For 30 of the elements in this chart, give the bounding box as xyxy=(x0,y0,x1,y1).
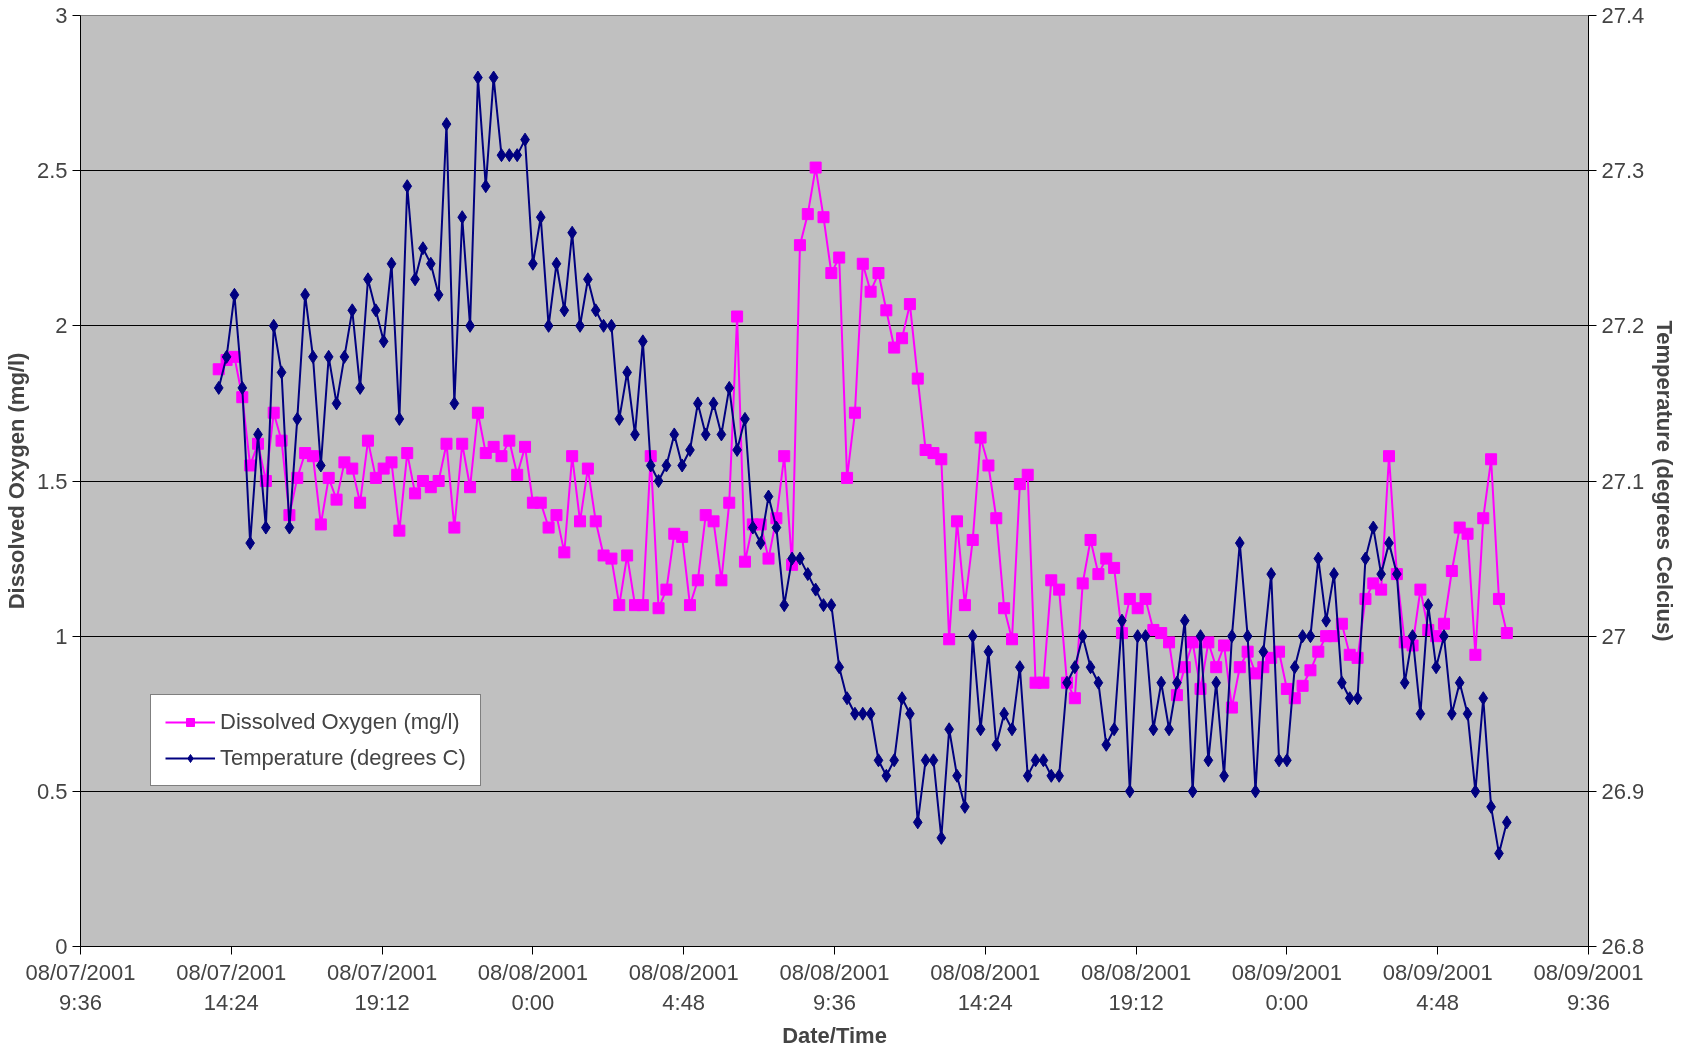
y-tick-label: 1 xyxy=(55,623,68,649)
y2-tick-label: 27.3 xyxy=(1601,158,1645,184)
y2-tick-label: 27 xyxy=(1601,623,1626,649)
y2-tick-label: 27.2 xyxy=(1601,313,1645,339)
x-axis-title: Date/Time xyxy=(782,1022,887,1048)
y-tick-label: 3 xyxy=(55,3,68,28)
y-tick-label: 2 xyxy=(55,313,68,339)
y-tick-label: 2.5 xyxy=(36,158,68,184)
legend-label: Temperature (degrees C) xyxy=(220,745,466,771)
y2-axis-title: Temperature (degrees Celcius) xyxy=(1652,320,1678,642)
x-tick-label: 08/08/2001 0:00 xyxy=(477,959,588,1015)
y-tick-label: 0 xyxy=(55,934,68,959)
x-tick-label: 08/07/2001 14:24 xyxy=(176,959,287,1015)
x-tick-label: 08/09/2001 4:48 xyxy=(1382,959,1493,1015)
y2-tick-label: 26.8 xyxy=(1601,934,1645,959)
y2-tick-label: 27.4 xyxy=(1601,3,1645,28)
y2-tick-label: 27.1 xyxy=(1601,468,1645,494)
x-tick-label: 08/07/2001 19:12 xyxy=(327,959,438,1015)
x-tick-label: 08/08/2001 14:24 xyxy=(930,959,1041,1015)
x-tick-label: 08/09/2001 9:36 xyxy=(1533,959,1644,1015)
x-tick-label: 08/08/2001 9:36 xyxy=(779,959,890,1015)
x-tick-label: 08/08/2001 4:48 xyxy=(628,959,739,1015)
x-tick-label: 08/09/2001 0:00 xyxy=(1231,959,1342,1015)
legend-label: Dissolved Oxygen (mg/l) xyxy=(220,709,460,735)
y-tick-label: 0.5 xyxy=(36,778,68,804)
y-axis-title: Dissolved Oxygen (mg/l) xyxy=(3,352,29,610)
x-tick-label: 08/08/2001 19:12 xyxy=(1081,959,1192,1015)
y-tick-label: 1.5 xyxy=(36,468,68,494)
x-tick-label: 08/07/2001 9:36 xyxy=(25,959,136,1015)
y2-tick-label: 26.9 xyxy=(1601,778,1645,804)
